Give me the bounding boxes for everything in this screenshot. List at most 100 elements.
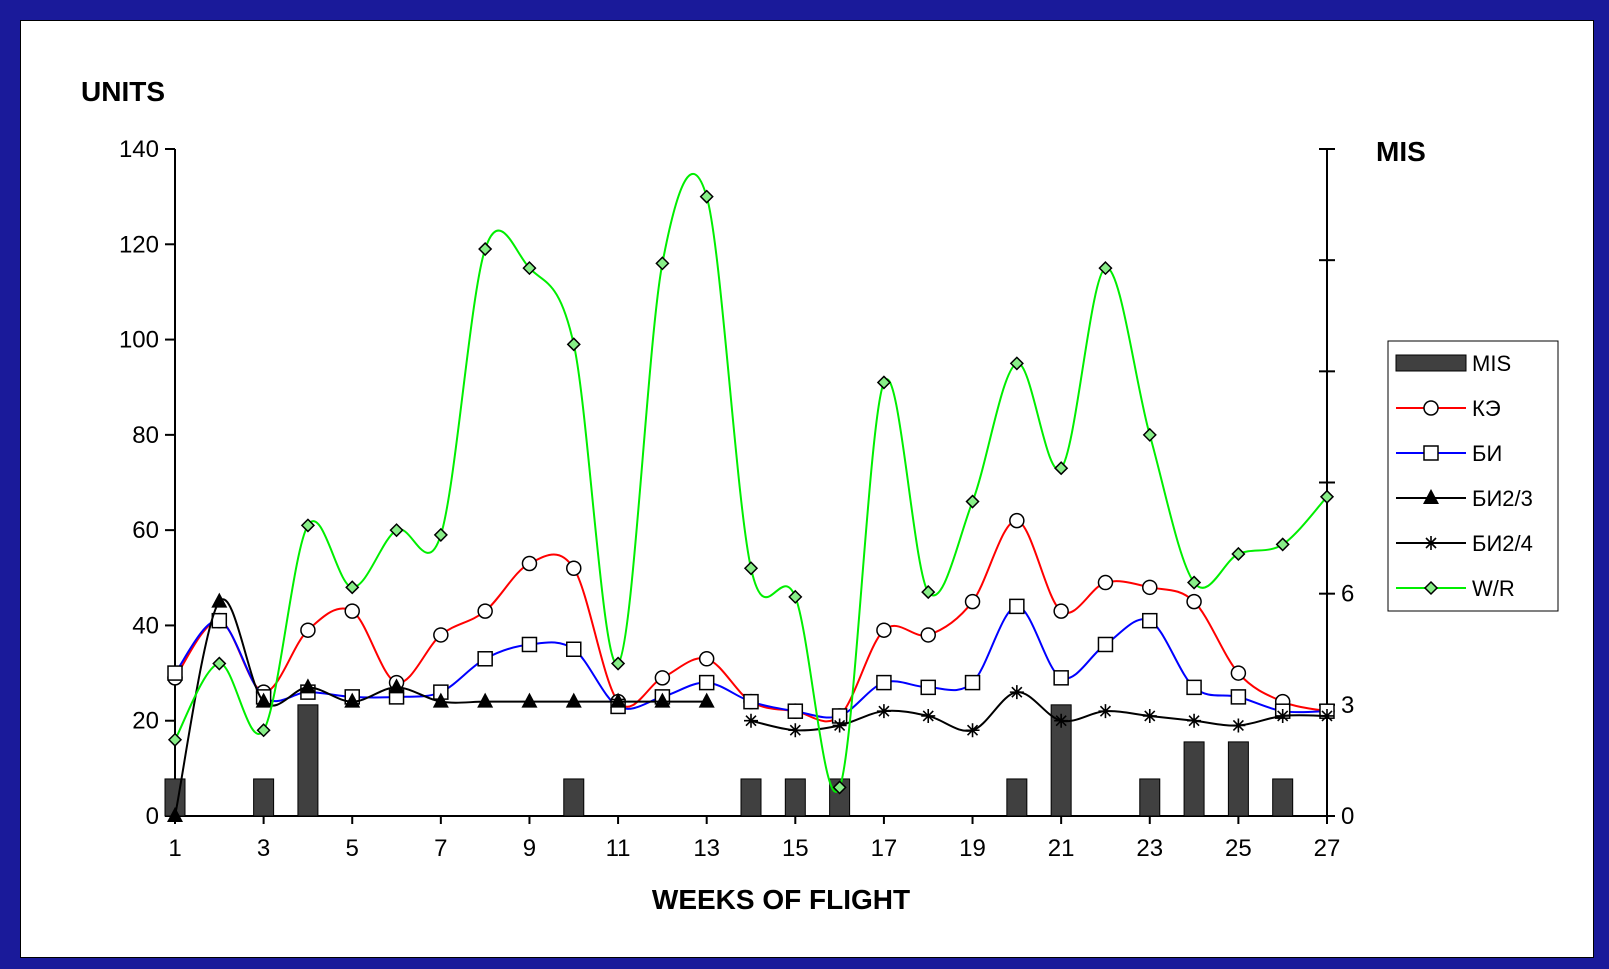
y-tick-label: 80 — [132, 422, 159, 449]
x-tick-label: 7 — [434, 835, 447, 862]
data-point-би2-3 — [565, 692, 582, 708]
legend-marker-w-r — [1423, 580, 1439, 596]
data-point-би — [167, 665, 183, 681]
data-point-би2-3 — [388, 678, 405, 694]
data-point-w-r — [921, 585, 936, 600]
data-point-w-r — [611, 656, 626, 671]
bar-mis — [1050, 704, 1072, 817]
x-tick-label: 15 — [782, 835, 809, 862]
data-point-би — [1186, 679, 1202, 696]
x-axis-title: WEEKS OF FLIGHT — [652, 884, 910, 915]
x-tick-label: 23 — [1136, 835, 1163, 862]
x-tick-label: 5 — [346, 835, 359, 862]
data-point-кэ — [1142, 579, 1158, 596]
x-tick-label: 17 — [871, 835, 898, 862]
data-point-кэ — [1097, 574, 1114, 591]
data-point-w-r — [788, 589, 803, 604]
data-point-би2-3 — [167, 807, 183, 822]
data-point-би2-3 — [344, 692, 361, 708]
data-point-би2-4 — [1098, 704, 1113, 719]
y-tick-label: 20 — [132, 708, 159, 735]
data-point-би2-4 — [1009, 685, 1024, 700]
legend-swatch-mis — [1395, 354, 1467, 372]
data-point-w-r — [1054, 461, 1069, 476]
y-axis-title: UNITS — [81, 76, 165, 107]
data-point-би — [1097, 636, 1114, 653]
y-tick-label: 120 — [119, 231, 159, 258]
data-point-би2-3 — [477, 692, 494, 708]
y2-tick-label: 6 — [1341, 581, 1354, 608]
y-tick-label: 60 — [132, 517, 159, 544]
data-point-би2-4 — [1231, 718, 1246, 733]
x-tick-label: 21 — [1048, 835, 1075, 862]
data-point-w-r — [1098, 261, 1113, 276]
data-point-кэ — [964, 593, 981, 610]
data-point-кэ — [698, 651, 715, 667]
data-point-би2-3 — [654, 692, 671, 708]
data-point-кэ — [654, 670, 671, 686]
y2-axis-title: MIS — [1376, 136, 1426, 167]
y-tick-label: 100 — [119, 327, 159, 354]
legend-box — [1387, 340, 1559, 612]
data-point-би — [920, 679, 936, 696]
data-point-w-r — [876, 375, 891, 390]
legend-marker-би2-4 — [1424, 536, 1438, 550]
x-tick-label: 11 — [606, 835, 631, 862]
data-point-би — [743, 693, 759, 710]
data-point-би — [1230, 689, 1247, 705]
chart-panel: UNITS MIS WEEKS OF FLIGHT 0 20 40 60 80 100 12… — [20, 20, 1594, 958]
x-tick-label: 13 — [693, 835, 720, 862]
data-point-би — [698, 674, 715, 691]
data-point-би2-4 — [965, 723, 980, 738]
bar-mis — [253, 778, 275, 817]
data-point-би2-4 — [876, 704, 891, 719]
data-point-кэ — [876, 622, 892, 638]
line-chart: UNITS MIS WEEKS OF FLIGHT 0 20 40 60 80 100 12… — [81, 76, 1559, 915]
legend: MIS КЭ БИ БИ2/3 БИ2/4 W/R — [1387, 340, 1559, 612]
data-point-би — [521, 636, 538, 653]
data-point-би2-3 — [255, 692, 272, 708]
data-point-би2-3 — [610, 692, 627, 708]
data-point-w-r — [743, 561, 759, 576]
series-line-би2-3 — [174, 598, 707, 817]
data-point-w-r — [522, 261, 537, 276]
data-point-кэ — [300, 622, 316, 638]
legend-marker-би2-3 — [1423, 489, 1439, 504]
data-point-кэ — [1230, 665, 1247, 681]
data-point-би2-3 — [521, 692, 538, 708]
data-point-кэ — [566, 560, 582, 577]
data-point-w-r — [965, 494, 980, 509]
data-point-би — [1142, 612, 1158, 629]
y-tick-label: 0 — [146, 803, 159, 830]
data-point-w-r — [1009, 356, 1024, 371]
data-point-би — [211, 612, 228, 629]
data-point-w-r — [655, 256, 670, 271]
data-point-би — [1053, 670, 1069, 686]
data-point-w-r — [389, 523, 404, 538]
data-point-би2-4 — [921, 708, 936, 723]
bar-mis — [1006, 778, 1028, 817]
data-point-би — [477, 651, 493, 667]
data-point-би2-3 — [211, 592, 228, 608]
data-point-би — [1009, 598, 1025, 615]
data-point-w-r — [1187, 575, 1202, 590]
data-point-би2-3 — [299, 678, 316, 694]
legend-marker-би — [1423, 445, 1439, 461]
data-point-w-r — [1275, 537, 1290, 552]
data-point-би2-4 — [832, 718, 847, 733]
data-point-би2-4 — [1320, 708, 1334, 723]
data-point-кэ — [521, 555, 538, 572]
legend-label-би: БИ — [1472, 441, 1502, 466]
legend-label-mis: MIS — [1472, 351, 1511, 376]
bar-mis — [563, 778, 585, 817]
y-tick-label: 40 — [132, 612, 159, 639]
data-point-би2-4 — [1054, 713, 1069, 728]
data-point-би — [787, 703, 804, 719]
bar-mis — [1183, 741, 1205, 817]
data-point-w-r — [300, 518, 315, 533]
x-tick-label: 19 — [959, 835, 986, 862]
data-point-кэ — [920, 627, 936, 643]
data-point-кэ — [1186, 593, 1202, 610]
data-point-w-r — [478, 241, 493, 257]
